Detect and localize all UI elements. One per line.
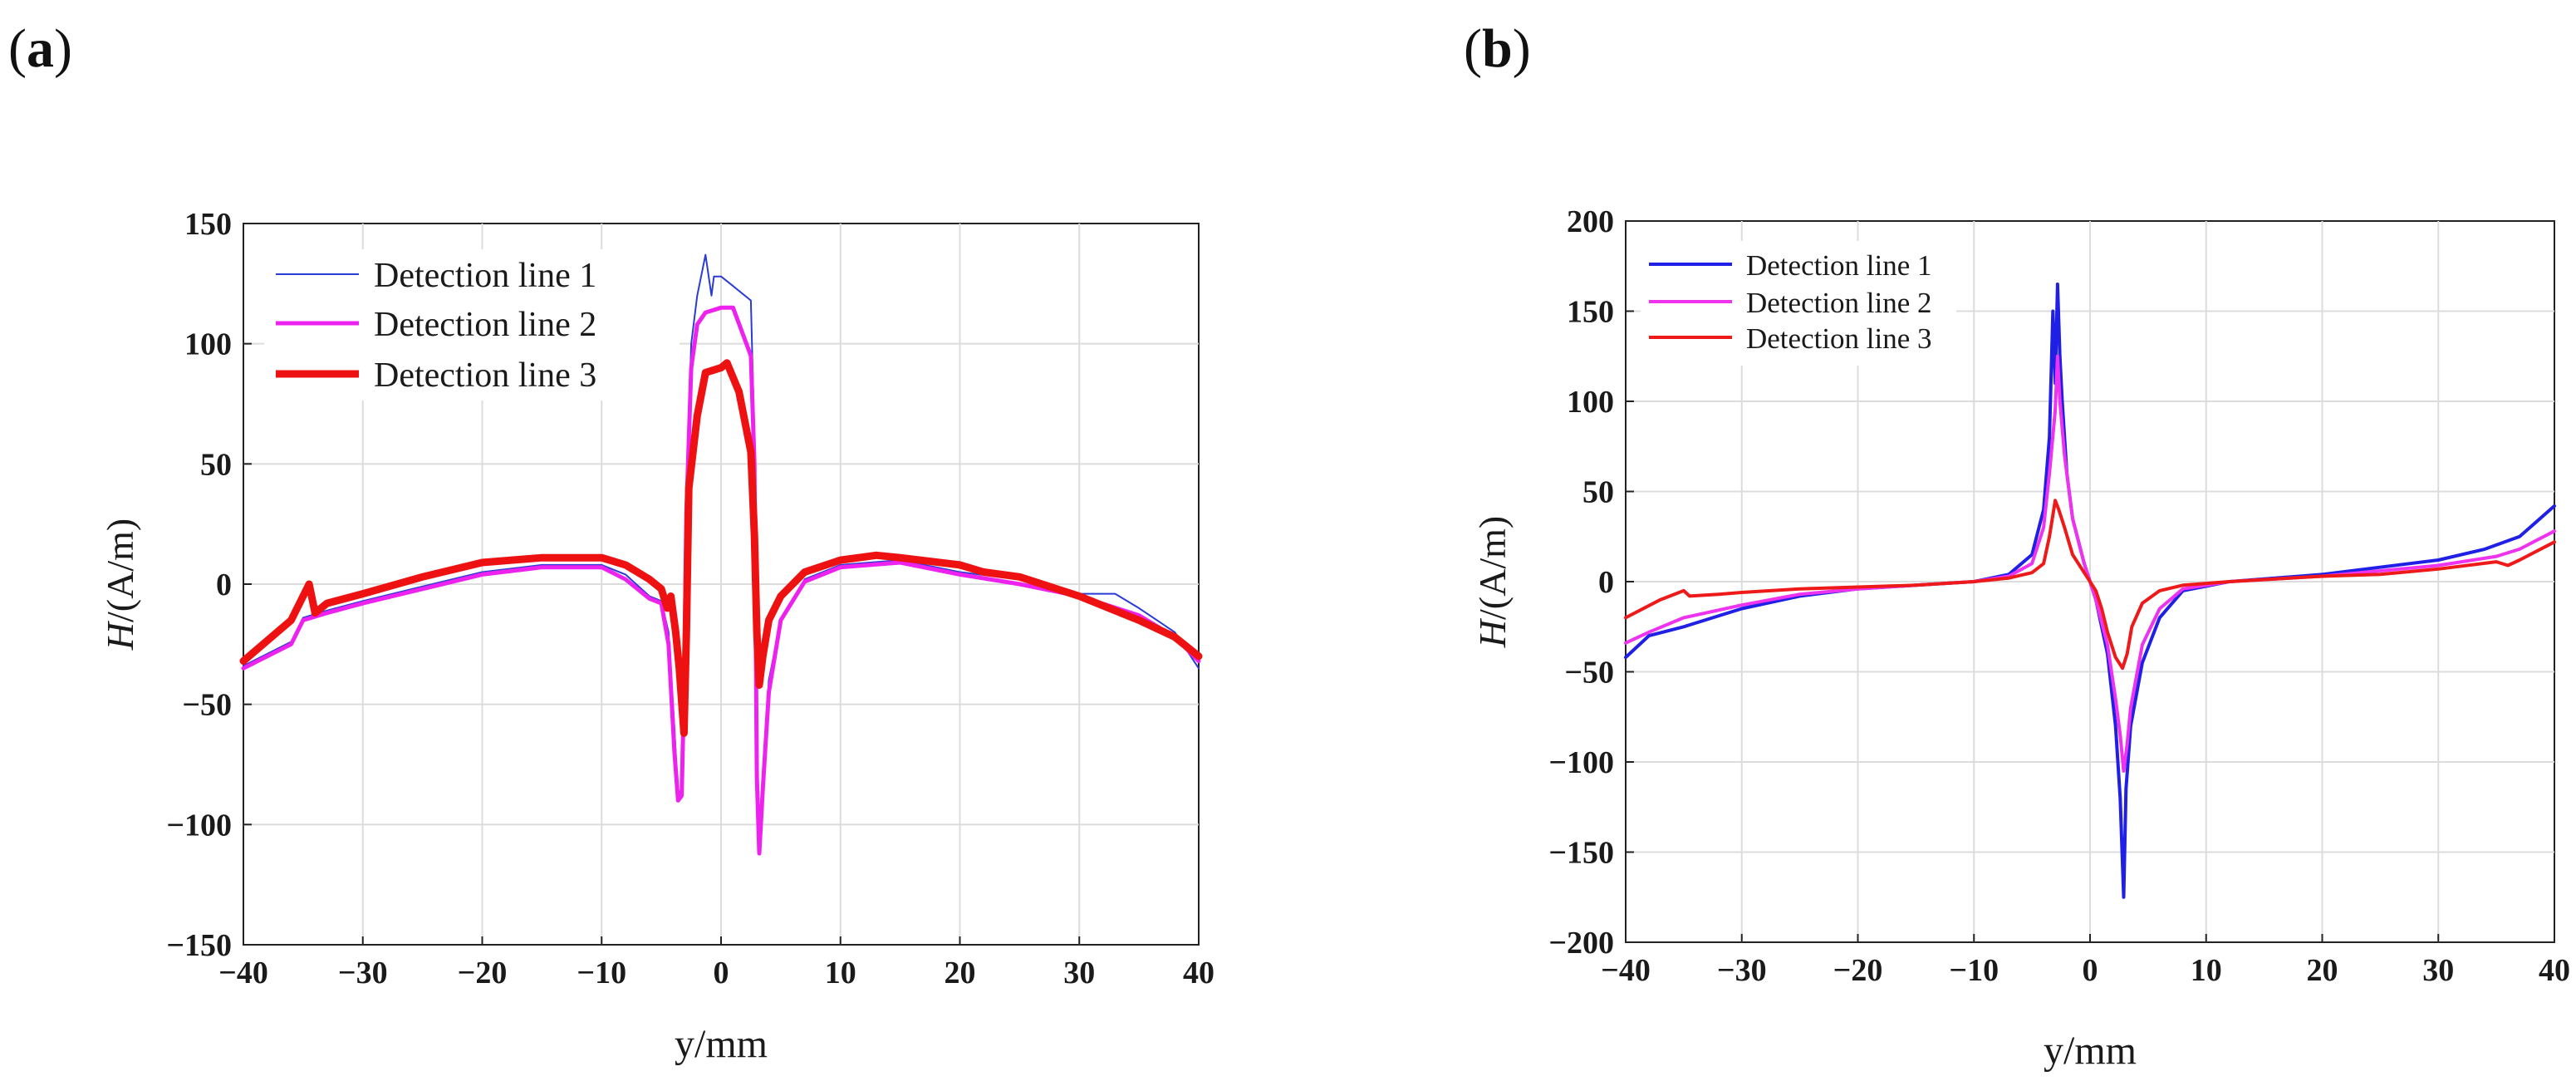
chart-b-ytick-label-8: 200 xyxy=(1567,204,1614,239)
chart-a-legend-label-3: Detection line 3 xyxy=(374,356,596,395)
chart-a-ytick-label-5: 100 xyxy=(184,327,232,362)
chart-a-ytick-label-0: −150 xyxy=(166,928,232,963)
chart-b-ytick-label-2: −100 xyxy=(1548,745,1614,780)
chart-a-ticks: −40 −30 −20 −10 0 10 20 30 40−150−100−5005010015… xyxy=(166,207,1214,990)
chart-b-ticks: −40 −30 −20 −10 0 10 20 30 40−200−150−100−500501… xyxy=(1548,204,2570,988)
chart-b-ytick-label-3: −50 xyxy=(1564,656,1614,690)
chart-b-xtick-label-6: 20 xyxy=(2307,953,2338,988)
chart-a-ytick-label-2: −50 xyxy=(182,688,232,723)
chart-b-ytick-label-7: 150 xyxy=(1567,295,1614,330)
chart-b: −40 −30 −20 −10 0 10 20 30 40−200−150−100−500501… xyxy=(1471,204,2570,1073)
chart-b-series xyxy=(1624,283,2556,899)
chart-b-xtick-label-5: 10 xyxy=(2191,953,2222,988)
chart-b-ylabel: H/(A/m) xyxy=(1471,516,1514,648)
chart-b-legend-label-3: Detection line 3 xyxy=(1746,322,1932,355)
chart-b-ytick-label-0: −200 xyxy=(1548,926,1614,961)
chart-b-xtick-label-8: 40 xyxy=(2539,953,2570,988)
chart-a-series-2-line xyxy=(241,305,1201,856)
chart-b-legend: Detection line 1 Detection line 2 Detect… xyxy=(1641,241,1956,366)
chart-a-ytick-label-6: 150 xyxy=(184,207,232,242)
chart-b-ytick-label-6: 100 xyxy=(1567,385,1614,420)
chart-b-legend-label-1: Detection line 1 xyxy=(1746,249,1932,282)
chart-b-xtick-label-3: −10 xyxy=(1949,953,1999,988)
chart-a-series xyxy=(239,253,1203,856)
chart-a-legend-label-1: Detection line 1 xyxy=(374,257,596,295)
chart-a-xlabel: y/mm xyxy=(675,1022,768,1066)
chart-b-xtick-label-0: −40 xyxy=(1601,953,1651,988)
chart-b-xlabel: y/mm xyxy=(2044,1029,2137,1073)
chart-a-legend: Detection line 1 Detection line 2 Detect… xyxy=(264,249,680,400)
panel-label-a: (a) xyxy=(8,18,72,79)
chart-a-xtick-label-2: −20 xyxy=(458,956,508,990)
chart-b-xtick-label-7: 30 xyxy=(2422,953,2454,988)
chart-b-series-3-line xyxy=(1624,499,2556,671)
chart-a-xtick-label-0: −40 xyxy=(218,956,268,990)
chart-b-ytick-label-4: 0 xyxy=(1598,565,1614,600)
chart-a: −40 −30 −20 −10 0 10 20 30 40−150−100−5005010015… xyxy=(99,207,1214,1066)
chart-a-xtick-label-7: 30 xyxy=(1063,956,1095,990)
chart-a-xtick-label-3: −10 xyxy=(577,956,626,990)
chart-b-ytick-label-5: 50 xyxy=(1582,475,1614,510)
chart-b-ytick-label-1: −150 xyxy=(1548,836,1614,871)
panel-label-b: (b) xyxy=(1464,18,1531,79)
chart-a-xtick-label-6: 20 xyxy=(945,956,976,990)
chart-b-xtick-label-4: 0 xyxy=(2083,953,2098,988)
chart-a-ytick-label-3: 0 xyxy=(216,568,232,602)
chart-a-ylabel: H/(A/m) xyxy=(99,518,141,651)
chart-a-legend-label-2: Detection line 2 xyxy=(374,306,596,344)
chart-a-ytick-label-4: 50 xyxy=(200,447,232,482)
chart-a-xtick-label-5: 10 xyxy=(825,956,856,990)
chart-b-xtick-label-2: −20 xyxy=(1833,953,1883,988)
chart-a-xtick-label-8: 40 xyxy=(1183,956,1214,990)
chart-a-xtick-label-1: −30 xyxy=(338,956,388,990)
chart-a-ytick-label-1: −100 xyxy=(166,808,232,843)
chart-b-xtick-label-1: −30 xyxy=(1717,953,1767,988)
chart-a-series-3-line xyxy=(239,359,1203,737)
chart-a-xtick-label-4: 0 xyxy=(714,956,729,990)
chart-b-legend-label-2: Detection line 2 xyxy=(1746,287,1932,319)
